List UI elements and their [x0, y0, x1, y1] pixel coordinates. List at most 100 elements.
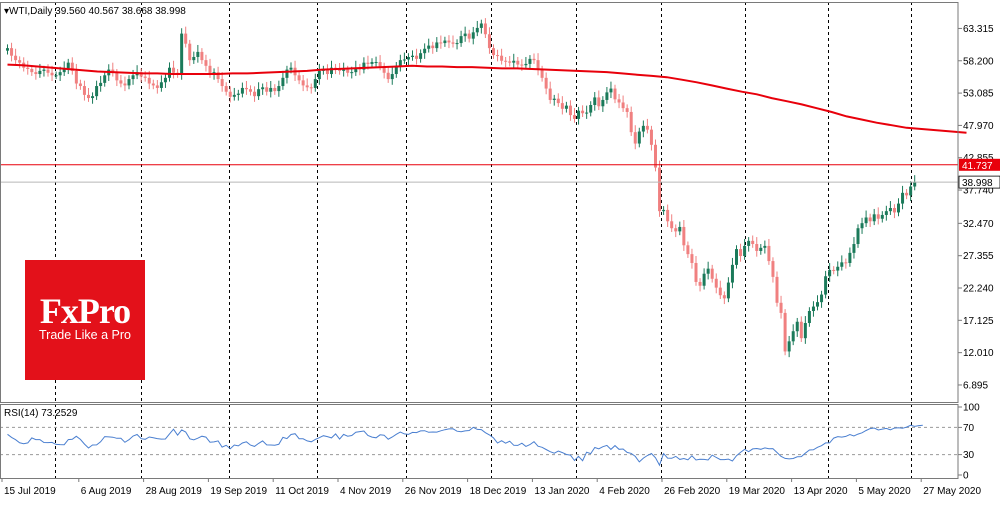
- candle-body: [565, 106, 568, 109]
- candle-body: [618, 99, 621, 102]
- x-tick-label: 5 May 2020: [858, 486, 911, 497]
- candle-body: [528, 59, 531, 64]
- candle-body: [788, 341, 791, 351]
- candle-body: [47, 70, 50, 73]
- candle-body: [209, 66, 212, 74]
- candle-body: [318, 71, 321, 79]
- candle-body: [715, 279, 718, 288]
- price-tick-label: 32.470: [963, 219, 994, 230]
- x-tick-label: 6 Aug 2019: [81, 486, 132, 497]
- candle-body: [265, 87, 268, 91]
- candle-body: [703, 274, 706, 286]
- candle-body: [763, 246, 766, 248]
- candle-body: [172, 68, 175, 73]
- candle-body: [95, 86, 98, 96]
- candle-body: [654, 145, 657, 168]
- candle-body: [776, 277, 779, 303]
- level-price-label: 41.737: [962, 161, 993, 172]
- x-tick-label: 18 Dec 2019: [470, 486, 527, 497]
- candle-body: [877, 214, 880, 218]
- rsi-tick-label: 100: [963, 403, 980, 414]
- candle-body: [573, 115, 576, 119]
- candle-body: [75, 71, 78, 84]
- candle-body: [51, 73, 54, 76]
- candle-body: [476, 28, 479, 32]
- candle-body: [840, 262, 843, 266]
- candle-body: [820, 295, 823, 303]
- candle-body: [569, 106, 572, 115]
- candle-body: [674, 228, 677, 231]
- symbol-name: ▾WTI,Daily: [4, 6, 55, 17]
- candle-body: [452, 42, 455, 43]
- rsi-label: RSI(14) 73.2529: [4, 408, 78, 419]
- candle-body: [302, 80, 305, 85]
- candle-body: [634, 132, 637, 143]
- candle-body: [682, 227, 685, 245]
- candle-body: [662, 210, 665, 211]
- candle-body: [115, 73, 118, 81]
- candle-body: [18, 60, 21, 63]
- candle-body: [597, 97, 600, 106]
- candle-body: [533, 59, 536, 60]
- candle-body: [439, 42, 442, 43]
- candle-body: [443, 41, 446, 44]
- candle-body: [91, 96, 94, 98]
- candle-body: [516, 61, 519, 65]
- candle-body: [241, 88, 244, 94]
- candle-body: [128, 79, 131, 85]
- candle-body: [55, 75, 58, 76]
- candle-body: [200, 52, 203, 60]
- candle-body: [658, 168, 661, 212]
- candle-body: [852, 244, 855, 253]
- candle-body: [889, 208, 892, 211]
- candle-body: [379, 62, 382, 66]
- candle-body: [711, 269, 714, 279]
- candle-body: [310, 87, 313, 88]
- price-tick-label: 58.200: [963, 56, 994, 67]
- x-tick-label: 26 Nov 2019: [405, 486, 462, 497]
- candle-body: [836, 267, 839, 271]
- candle-body: [148, 78, 151, 84]
- candle-body: [727, 283, 730, 299]
- candle-body: [168, 68, 171, 78]
- candle-body: [277, 86, 280, 91]
- logo-brand: FxPro: [25, 290, 145, 332]
- candle-body: [869, 217, 872, 221]
- candle-body: [622, 102, 625, 108]
- candle-body: [83, 86, 86, 95]
- candle-body: [735, 249, 738, 265]
- x-tick-label: 27 May 2020: [923, 486, 981, 497]
- candle-body: [269, 88, 272, 92]
- candle-body: [257, 89, 260, 96]
- candle-body: [885, 211, 888, 215]
- candle-body: [387, 73, 390, 79]
- candle-body: [273, 88, 276, 91]
- candle-body: [496, 55, 499, 56]
- candle-body: [913, 182, 916, 186]
- rsi-line: [8, 425, 923, 465]
- candle-body: [261, 87, 264, 89]
- candle-body: [225, 86, 228, 92]
- candle-body: [375, 62, 378, 63]
- candle-body: [435, 42, 438, 48]
- candle-body: [103, 75, 106, 83]
- candle-body: [804, 323, 807, 338]
- candle-body: [557, 99, 560, 103]
- candle-body: [403, 60, 406, 61]
- candle-body: [747, 241, 750, 246]
- candle-body: [249, 89, 252, 92]
- candle-body: [34, 72, 37, 74]
- candle-body: [812, 307, 815, 311]
- candle-body: [423, 49, 426, 53]
- candle-body: [614, 89, 617, 100]
- candle-body: [152, 84, 155, 86]
- ohlc-values: 39.560 40.567 38.668 38.998: [55, 6, 186, 17]
- candle-body: [695, 263, 698, 282]
- candle-body: [642, 126, 645, 132]
- candle-body: [500, 56, 503, 61]
- candle-body: [447, 41, 450, 43]
- price-tick-label: 53.085: [963, 89, 994, 100]
- candle-body: [132, 75, 135, 79]
